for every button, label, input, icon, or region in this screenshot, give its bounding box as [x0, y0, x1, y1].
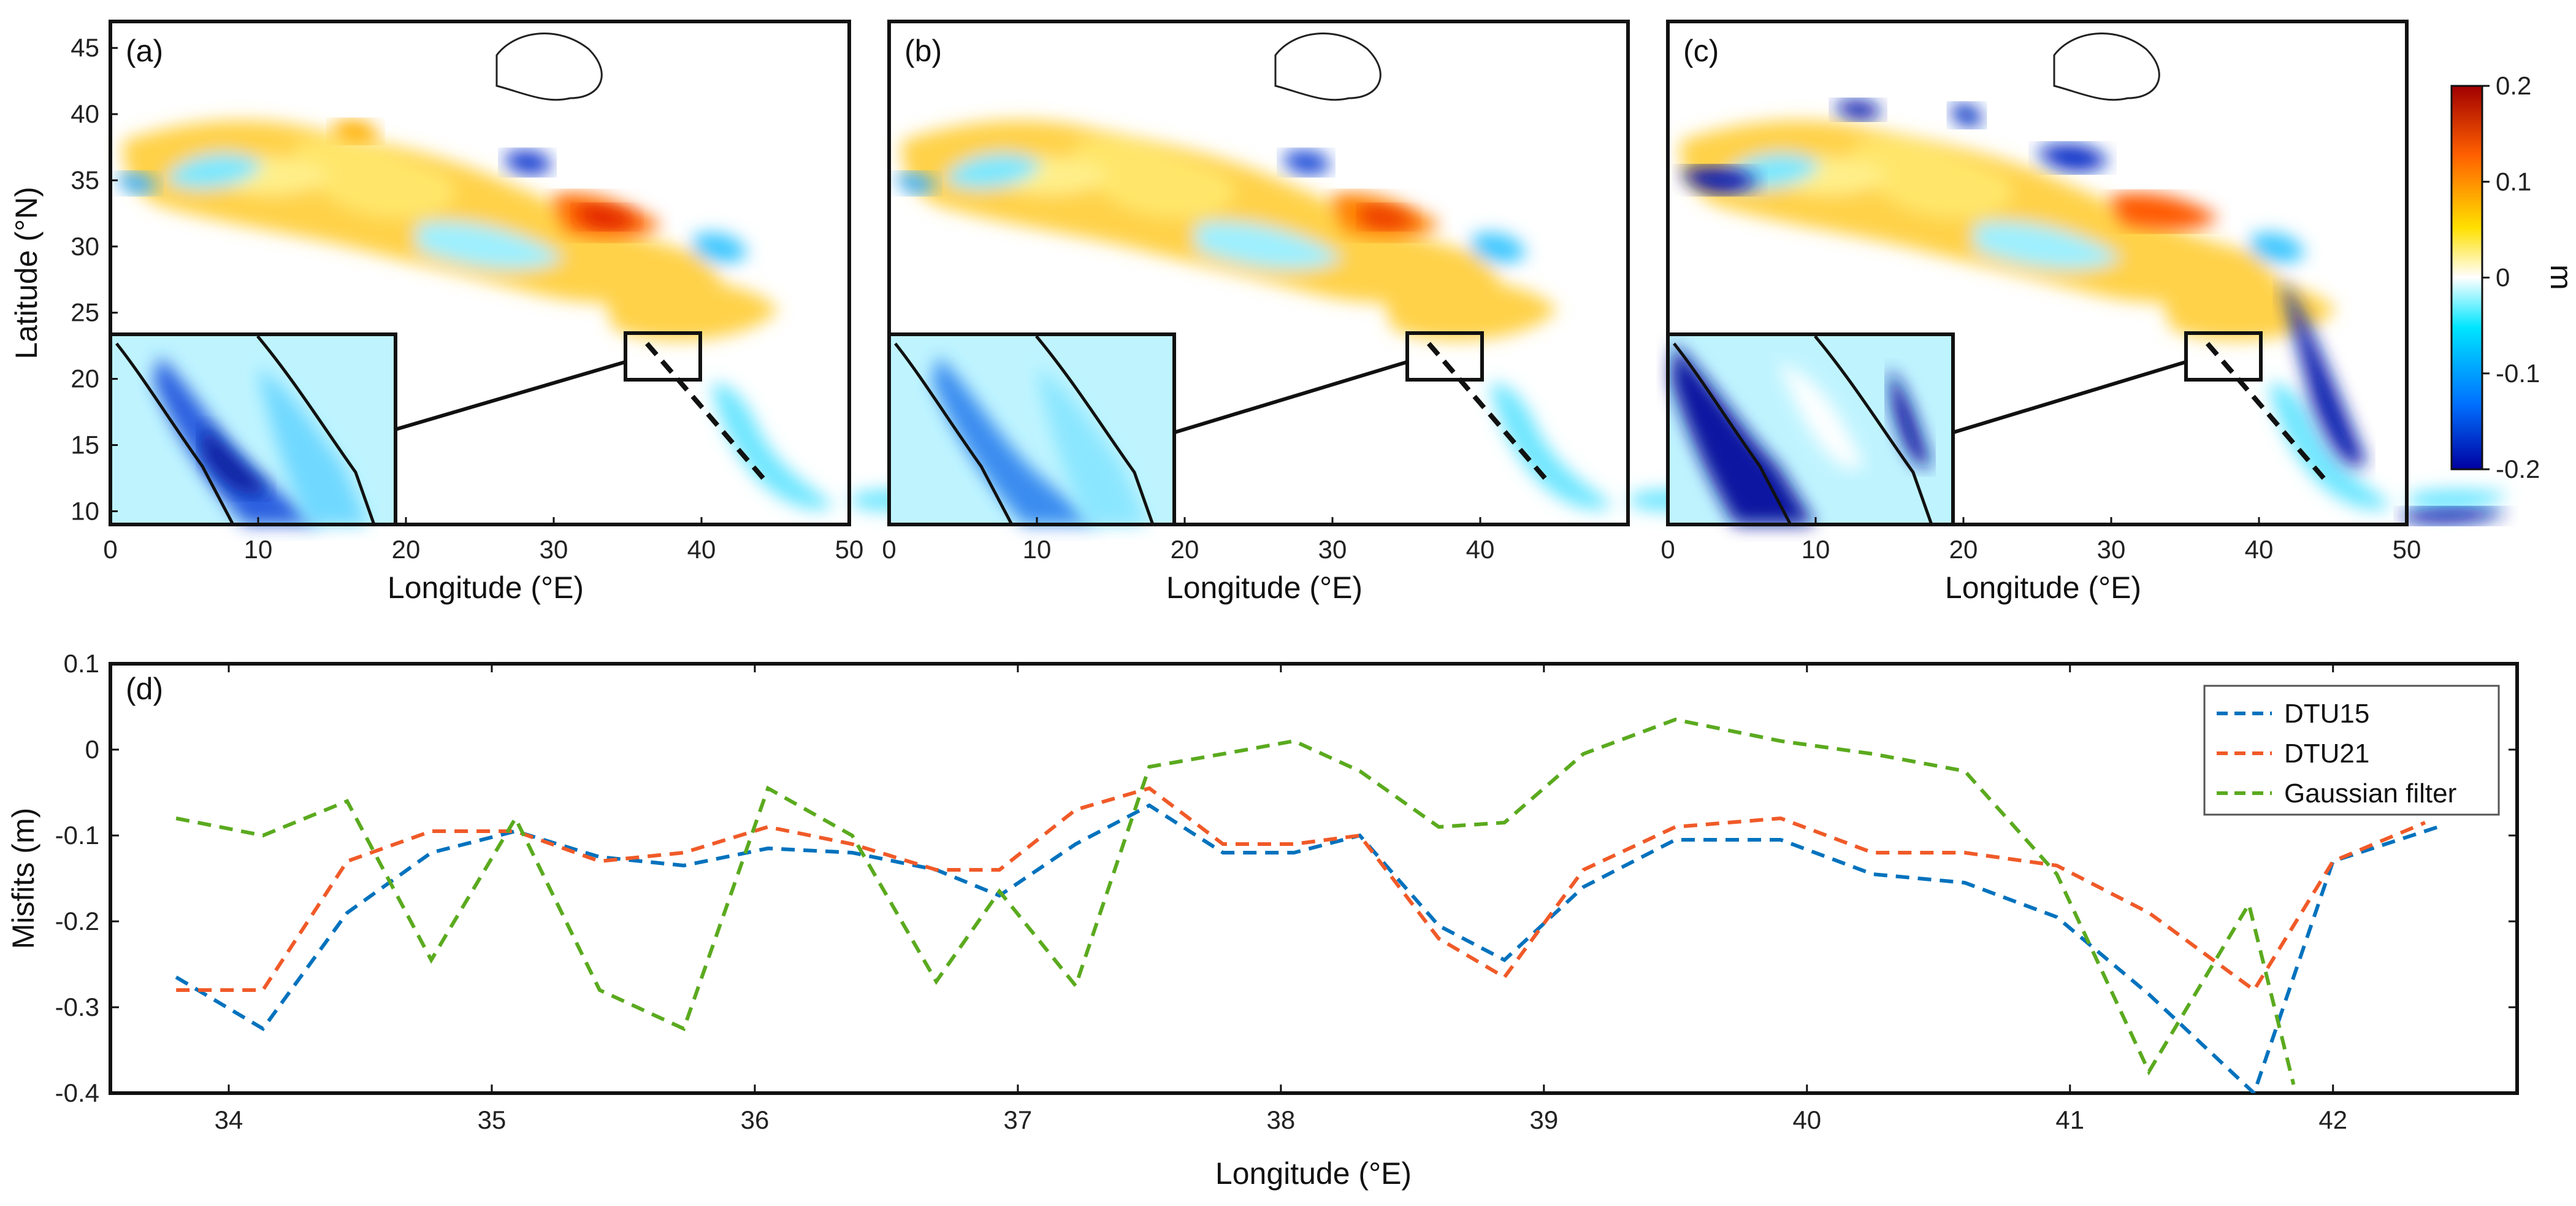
- panel-b: (b) 0 10 20 30 40 Longitude (°E): [882, 20, 1729, 605]
- zoom-connector-a: [395, 360, 626, 431]
- y-tick-label: -0.1: [55, 821, 99, 850]
- colorbar-gradient: [2450, 85, 2483, 470]
- legend-label-gaussian: Gaussian filter: [2284, 778, 2456, 808]
- series-line-gaussian: [175, 717, 2296, 1085]
- zoom-connector-c: [1952, 360, 2187, 434]
- map-frame-a: [109, 20, 851, 526]
- axis-ticks-b: 0 10 20 30 40: [882, 517, 1494, 564]
- series-lines: [175, 717, 2439, 1093]
- y-tick-label: 25: [71, 298, 99, 327]
- colorbar-unit: m: [2544, 264, 2576, 290]
- y-tick-label: 40: [71, 99, 99, 128]
- y-axis-label-a: Latitude (°N): [9, 186, 44, 359]
- x-tick-label: 50: [2393, 535, 2421, 564]
- x-tick-label: 10: [1802, 535, 1830, 564]
- panel-d: 34 35 36 37 38 39 40 41 42 0.1 0 -0.1 -0.2 -0.3 -0.4 (…: [6, 649, 2519, 1191]
- x-tick-label: 0: [103, 535, 117, 564]
- y-tick-label: 10: [71, 496, 99, 525]
- y-tick-label: -0.2: [55, 907, 99, 935]
- x-tick-label: 20: [1171, 535, 1199, 564]
- colorbar: 0.2 0.1 0 -0.1 -0.2 m: [2450, 71, 2576, 483]
- zoom-box-b: [1405, 331, 1484, 382]
- y-tick-label: 0: [85, 735, 99, 764]
- x-tick-label: 50: [835, 535, 864, 564]
- y-tick-label: 30: [71, 232, 99, 261]
- map-field-a: [117, 120, 950, 512]
- panel-label-d: (d): [126, 672, 163, 706]
- black-sea-outline: [495, 33, 603, 101]
- zoom-connector-b: [1174, 360, 1408, 434]
- x-tick-label: 35: [478, 1105, 506, 1134]
- axis-ticks-c: 0 10 20 30 40 50: [1661, 517, 2421, 564]
- map-frame-b: [887, 20, 1630, 526]
- x-tick-label: 30: [540, 535, 568, 564]
- y-tick-label: -0.3: [55, 993, 99, 1021]
- map-field-b: [895, 120, 1729, 512]
- transect-line-a: [644, 342, 766, 480]
- y-tick-label: 45: [71, 33, 99, 62]
- plot-area-d: [109, 662, 2519, 1095]
- legend-label-dtu15: DTU15: [2284, 699, 2369, 729]
- x-tick-label: 10: [244, 535, 273, 564]
- transect-line-c: [2205, 342, 2326, 480]
- series-line-dtu15: [175, 803, 2439, 1093]
- x-tick-label: 40: [1792, 1105, 1821, 1134]
- panel-label-b: (b): [904, 34, 942, 68]
- black-sea-outline: [1274, 33, 1382, 101]
- map-frame-c: [1666, 20, 2409, 526]
- x-tick-label: 40: [1466, 535, 1495, 564]
- x-axis-label-b: Longitude (°E): [1166, 570, 1363, 605]
- x-tick-label: 20: [392, 535, 421, 564]
- x-tick-label: 41: [2055, 1105, 2084, 1134]
- colorbar-tick-label: 0.1: [2496, 167, 2531, 196]
- x-axis-label-c: Longitude (°E): [1945, 570, 2141, 605]
- colorbar-tick-label: -0.2: [2496, 455, 2540, 483]
- black-sea-outline: [2053, 33, 2160, 101]
- x-tick-label: 39: [1529, 1105, 1558, 1134]
- x-tick-label: 40: [2245, 535, 2274, 564]
- colorbar-tick-label: -0.1: [2496, 359, 2540, 388]
- x-tick-label: 10: [1023, 535, 1052, 564]
- axis-ticks-d: 34 35 36 37 38 39 40 41 42 0.1 0 -0.1 -0.2 -0.3 -0.4: [55, 649, 2517, 1134]
- y-tick-label: 20: [71, 364, 99, 393]
- colorbar-ticks: 0.2 0.1 0 -0.1 -0.2: [2482, 71, 2540, 483]
- panel-c: (c) 0 10 20 30 40 50 Longitude (°E): [1661, 20, 2508, 605]
- panel-label-c: (c): [1683, 34, 1719, 68]
- colorbar-tick-label: 0: [2496, 263, 2510, 292]
- y-tick-label: 0.1: [64, 649, 99, 678]
- x-tick-label: 34: [215, 1105, 243, 1134]
- x-axis-label-a: Longitude (°E): [388, 570, 584, 605]
- colorbar-tick-label: 0.2: [2496, 71, 2531, 100]
- x-tick-label: 42: [2318, 1105, 2347, 1134]
- legend: DTU15 DTU21 Gaussian filter: [2203, 685, 2500, 816]
- x-tick-label: 36: [741, 1105, 770, 1134]
- series-line-dtu21: [176, 786, 2426, 993]
- x-tick-label: 30: [2097, 535, 2126, 564]
- x-tick-label: 30: [1318, 535, 1347, 564]
- x-tick-label: 40: [687, 535, 716, 564]
- y-axis-label-d: Misfits (m): [6, 808, 40, 950]
- x-tick-label: 0: [1661, 535, 1675, 564]
- y-tick-label: 15: [71, 431, 99, 459]
- x-axis-label-d: Longitude (°E): [1215, 1156, 1412, 1191]
- legend-label-dtu21: DTU21: [2284, 739, 2369, 769]
- y-tick-label: -0.4: [55, 1078, 99, 1107]
- transect-line-b: [1426, 342, 1548, 480]
- panel-label-a: (a): [126, 34, 163, 68]
- x-tick-label: 0: [882, 535, 896, 564]
- inset-a: [109, 332, 397, 526]
- x-tick-label: 37: [1004, 1105, 1033, 1134]
- y-tick-label: 35: [71, 166, 99, 194]
- zoom-box-c: [2184, 331, 2263, 382]
- map-field-c: [1680, 99, 2508, 524]
- inset-b: [887, 332, 1176, 526]
- inset-c: [1666, 332, 1955, 526]
- zoom-box-a: [624, 331, 702, 382]
- x-tick-label: 20: [1949, 535, 1978, 564]
- x-tick-label: 38: [1267, 1105, 1296, 1134]
